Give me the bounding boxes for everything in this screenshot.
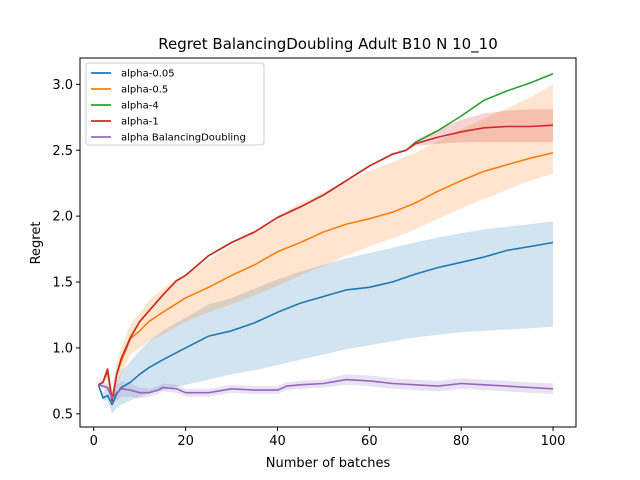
- series-band-4: [98, 374, 554, 405]
- legend-label-4: alpha BalancingDoubling: [121, 133, 246, 144]
- y-tick-label: 2.5: [52, 144, 73, 159]
- x-tick-label: 80: [453, 434, 470, 449]
- y-axis-label: Regret: [29, 222, 44, 265]
- confidence-bands: [98, 84, 554, 414]
- plot-frame: [79, 57, 577, 428]
- y-tick-label: 1.5: [52, 276, 73, 291]
- y-tick-label: 0.5: [52, 407, 73, 422]
- legend-box: [85, 62, 265, 146]
- series-line-3: [98, 124, 554, 402]
- series-band-3: [98, 109, 554, 401]
- legend-label-3: alpha-1: [121, 117, 159, 128]
- series-band-1: [98, 84, 554, 408]
- x-tick-label: 40: [269, 434, 286, 449]
- x-axis-ticks: 0 20 40 60 80 100: [90, 427, 566, 449]
- series-line-4: [98, 378, 554, 399]
- x-axis-label: Number of batches: [266, 456, 391, 471]
- legend-label-2: alpha-4: [121, 101, 159, 112]
- x-tick-label: 60: [361, 434, 378, 449]
- legend: alpha-0.05 alpha-0.5 alpha-4 alpha-1 alpha B…: [85, 62, 265, 146]
- series-band-0: [98, 221, 554, 414]
- y-tick-label: 2.0: [52, 210, 73, 225]
- legend-label-0: alpha-0.05: [121, 69, 175, 80]
- chart-title: Regret BalancingDoubling Adult B10 N 10_…: [158, 35, 498, 54]
- x-tick-label: 100: [541, 434, 566, 449]
- y-tick-label: 3.0: [52, 78, 73, 93]
- y-axis-ticks: 0.5 1.0 1.5 2.0 2.5 3.0: [52, 78, 80, 422]
- y-tick-label: 1.0: [52, 341, 73, 356]
- legend-label-1: alpha-0.5: [121, 85, 168, 96]
- x-tick-label: 20: [177, 434, 194, 449]
- series-lines: [97, 73, 554, 406]
- x-tick-label: 0: [90, 434, 98, 449]
